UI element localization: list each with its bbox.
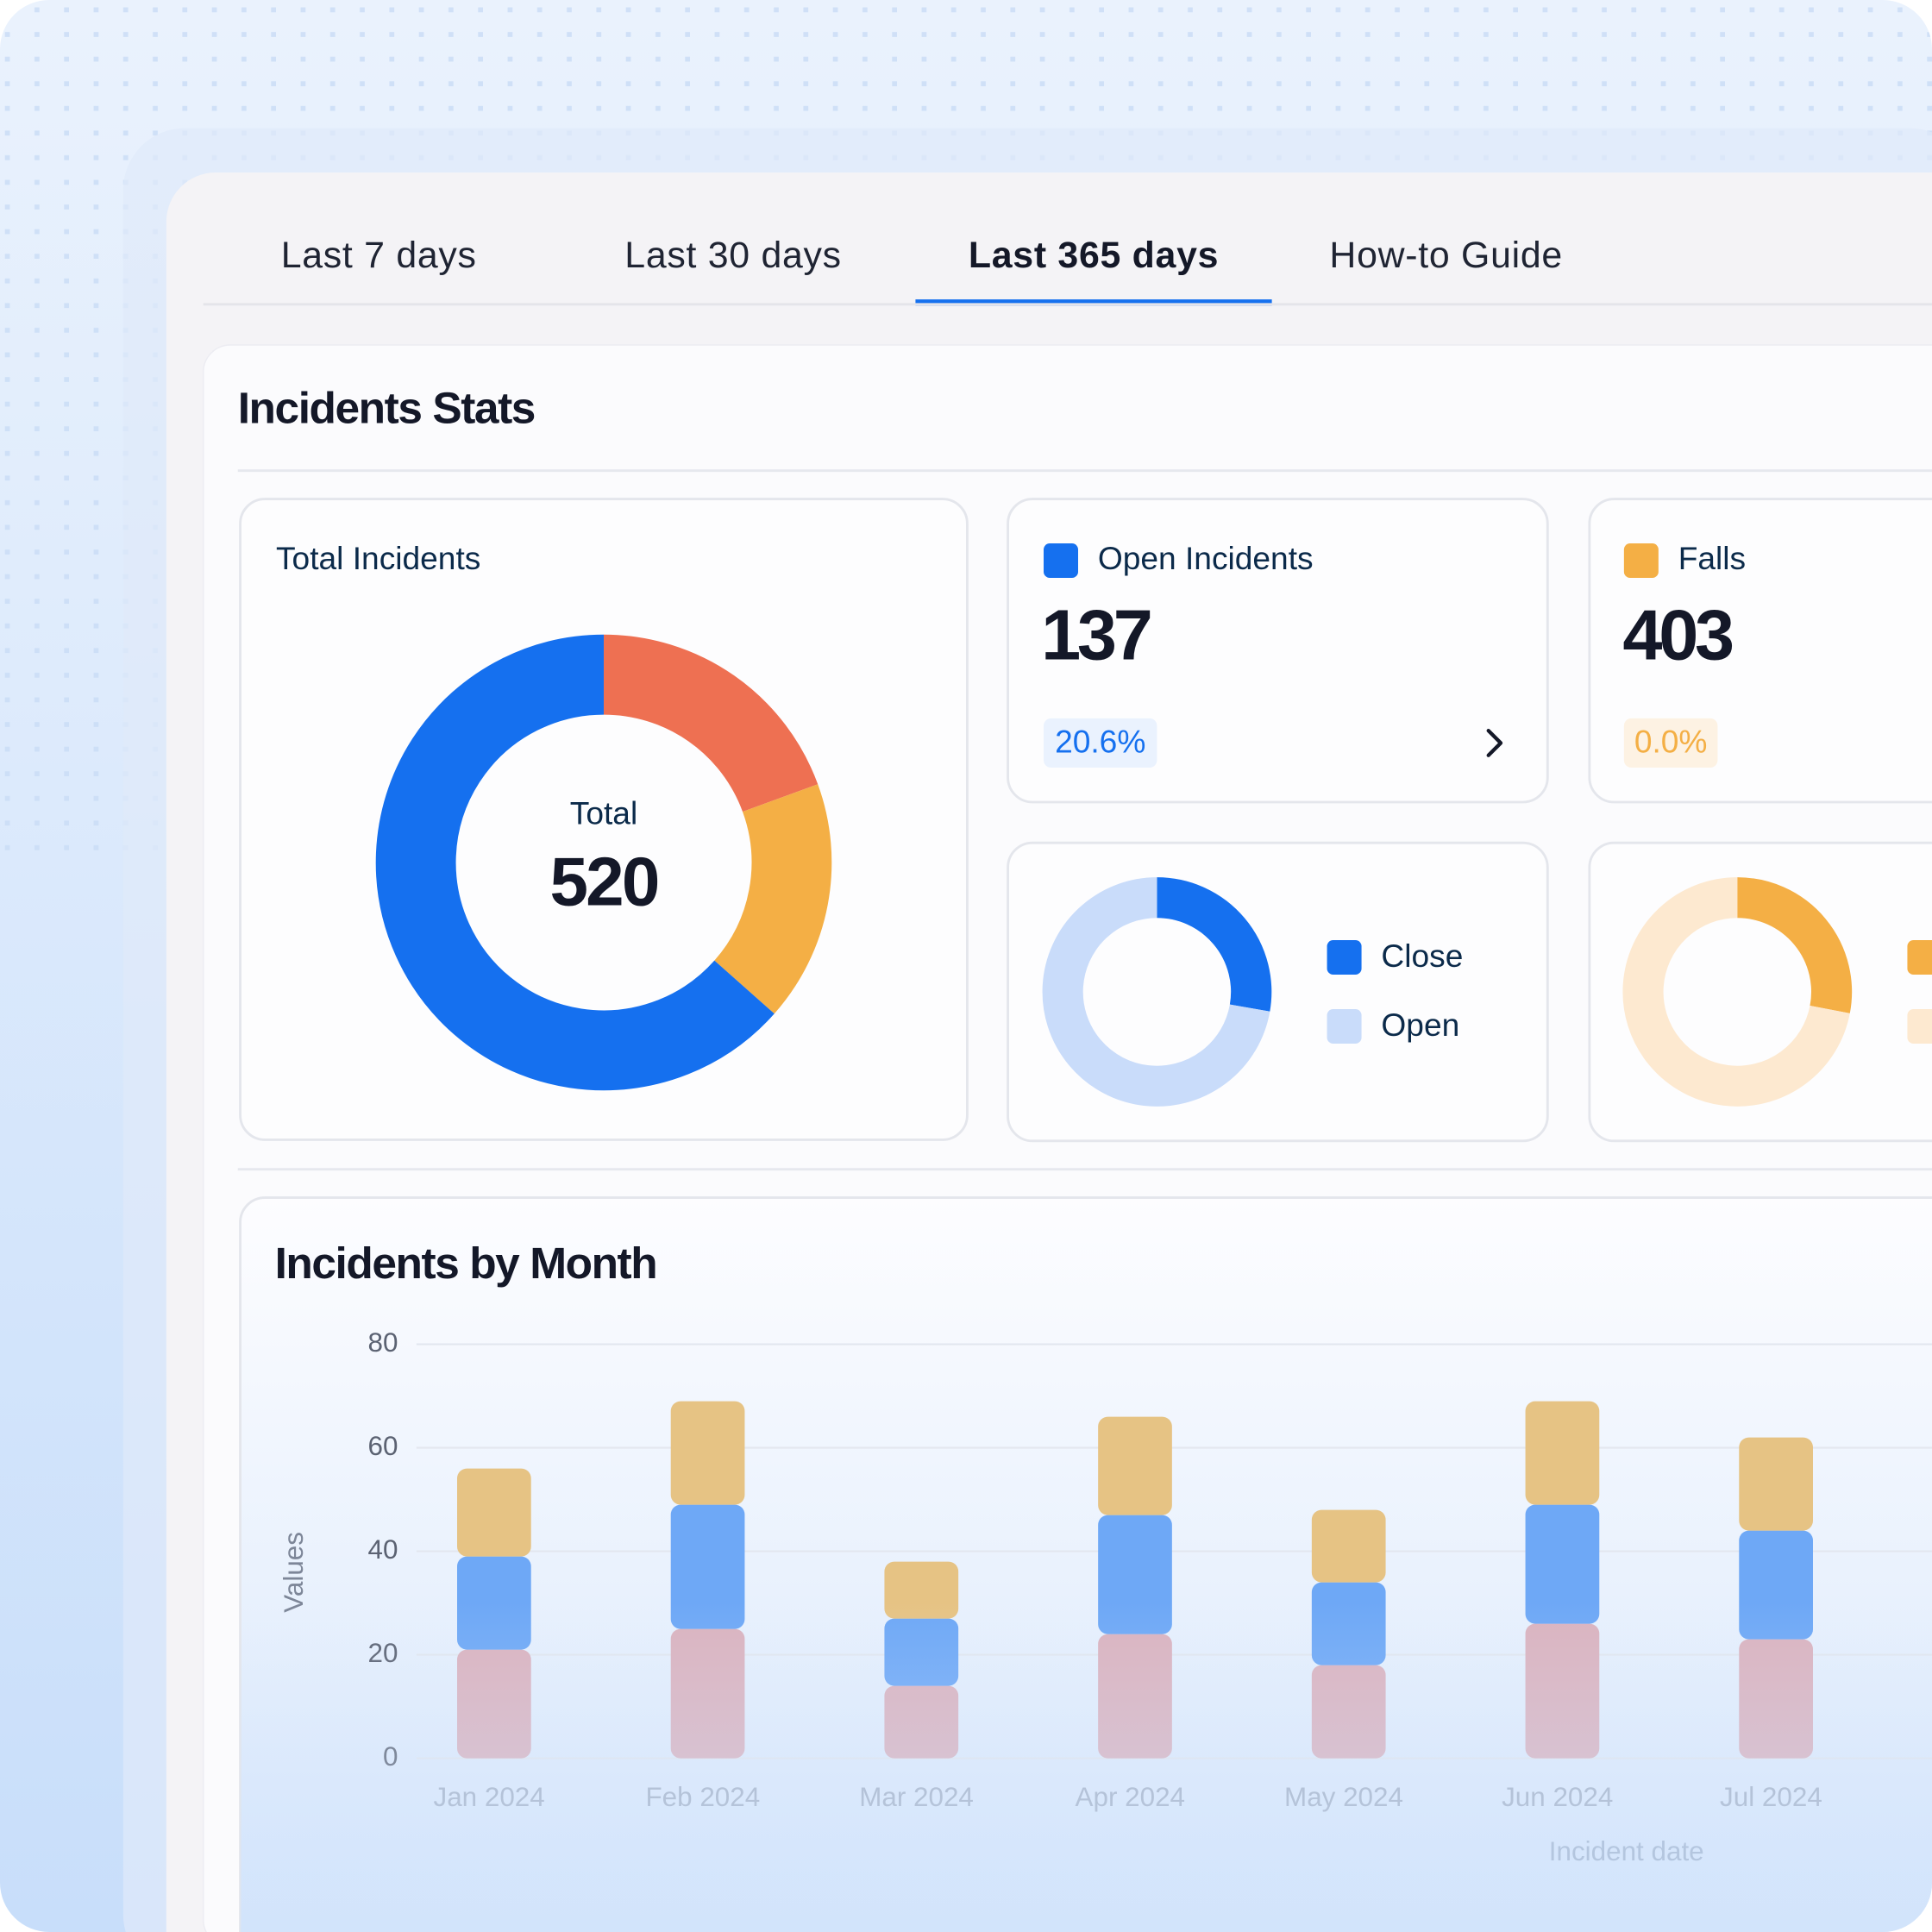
bar-segment	[1311, 1509, 1386, 1583]
change-text: 20.6%	[1055, 724, 1145, 760]
x-tick-label: Apr 2024	[1076, 1782, 1185, 1812]
bar-segment	[1525, 1401, 1600, 1505]
donut-segment	[1042, 877, 1270, 1107]
bar-segment	[1525, 1623, 1600, 1759]
y-tick-label: 0	[383, 1741, 398, 1772]
bar-segment	[1311, 1582, 1386, 1665]
bar-segment	[884, 1685, 959, 1759]
y-tick-label: 20	[367, 1638, 398, 1668]
tab[interactable]: How-to Guide	[1329, 235, 1563, 276]
donut-segment	[375, 634, 775, 1091]
change-badge	[1623, 718, 1718, 768]
x-axis-label: Incident date	[1549, 1836, 1704, 1866]
bar-segment	[1525, 1504, 1600, 1624]
card-title: Falls	[1678, 540, 1746, 576]
bar-segment	[670, 1628, 745, 1759]
bar-segment	[884, 1618, 959, 1686]
x-tick-label: Jan 2024	[434, 1782, 545, 1812]
bar-segment	[1098, 1515, 1172, 1634]
x-tick-label: Jun 2024	[1502, 1782, 1613, 1812]
change-text: 0.0%	[1634, 724, 1708, 760]
donut-segment	[1156, 877, 1272, 1012]
bar-segment	[457, 1649, 531, 1759]
total-donut	[375, 634, 832, 1091]
card-swatch	[1044, 543, 1078, 578]
y-tick-label: 60	[367, 1431, 398, 1461]
donut-center-value: 520	[550, 844, 658, 920]
change-badge	[1044, 718, 1157, 768]
bar-segment	[884, 1561, 959, 1619]
legend-swatch	[1907, 1009, 1932, 1044]
chart-title: Incidents by Month	[275, 1238, 657, 1288]
bar-segment	[1098, 1416, 1172, 1515]
card-value: 403	[1622, 595, 1733, 675]
legend-swatch	[1327, 940, 1362, 975]
card-title: Open Incidents	[1098, 540, 1314, 576]
active-tab-indicator	[915, 299, 1272, 306]
x-tick-label: Jul 2024	[1720, 1782, 1822, 1812]
legend-label: Close	[1381, 938, 1463, 974]
donut-segment	[1736, 877, 1853, 1013]
donut-center-label: Total	[570, 795, 637, 831]
y-axis-label: Values	[279, 1532, 309, 1613]
card-swatch	[1623, 543, 1659, 578]
bar-segment	[1311, 1665, 1386, 1759]
y-tick-label: 80	[367, 1327, 398, 1358]
tab[interactable]: Last 365 days	[969, 235, 1219, 276]
bar-segment	[670, 1401, 745, 1505]
legend-swatch	[1907, 940, 1932, 975]
x-tick-label: Feb 2024	[645, 1782, 760, 1812]
section-title: Incidents Stats	[238, 383, 535, 433]
bar-segment	[670, 1504, 745, 1629]
tab[interactable]: Last 30 days	[624, 235, 842, 276]
bar-segment	[457, 1556, 531, 1650]
y-tick-label: 40	[367, 1534, 398, 1565]
bar-segment	[1739, 1530, 1813, 1640]
chevron-icon[interactable]	[1486, 729, 1503, 757]
tab-bar: Last 7 days Last 30 days Last 365 days How-…	[281, 235, 1563, 306]
bar-segment	[1739, 1437, 1813, 1531]
legend-swatch	[1327, 1009, 1362, 1044]
x-tick-label: Mar 2024	[859, 1782, 974, 1812]
bar-segment	[1739, 1639, 1813, 1759]
donut-segment	[713, 784, 832, 1014]
card-value: 137	[1041, 595, 1151, 675]
falls-donut	[1622, 877, 1932, 1107]
x-tick-label: May 2024	[1284, 1782, 1403, 1812]
card-title: Total Incidents	[276, 540, 480, 576]
bar-segment	[457, 1468, 531, 1557]
legend-label: Open	[1381, 1007, 1459, 1043]
donut-segment	[602, 634, 819, 813]
open-donut-card	[1007, 841, 1549, 1143]
tab[interactable]: Last 7 days	[281, 235, 477, 276]
open-donut: Close Open	[1042, 877, 1463, 1107]
bar-segment	[1098, 1634, 1172, 1759]
donut-segment	[1622, 877, 1850, 1107]
